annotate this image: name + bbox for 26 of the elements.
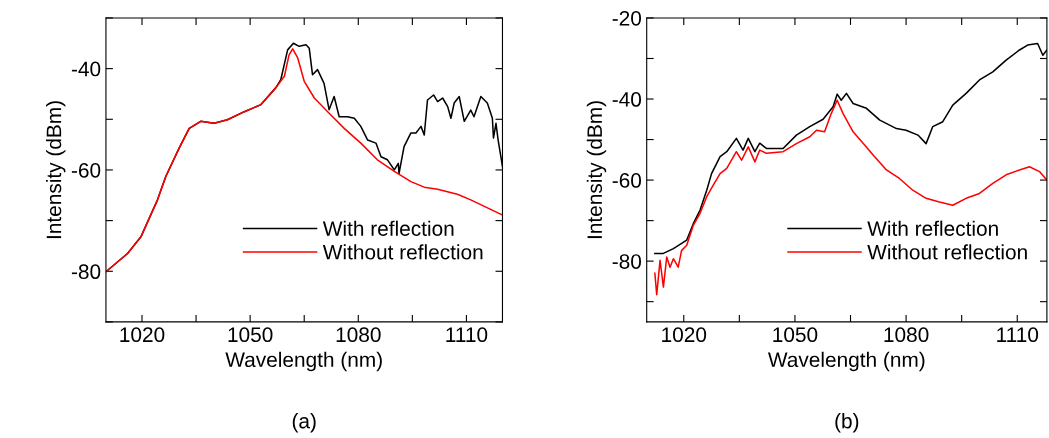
y-tick-label: -40 (612, 92, 642, 107)
y-tick-label: -80 (612, 254, 642, 269)
y-tick-label: -20 (612, 10, 642, 26)
x-tick-label: 1050 (773, 327, 818, 343)
legend-label: Without reflection (867, 244, 1027, 260)
x-tick-label: 1050 (228, 327, 273, 343)
x-axis-title: Wavelength (nm) (225, 351, 382, 372)
x-axis-title: Wavelength (nm) (767, 351, 925, 372)
text: (a) (292, 413, 316, 433)
y-tick-label: -60 (612, 173, 642, 188)
x-tick-label: 1080 (884, 327, 929, 343)
y-tick-label: -40 (71, 61, 101, 77)
x-tick-label: 1020 (662, 327, 707, 343)
y-axis-title: Intensity (dBm) (46, 101, 66, 239)
y-tick-label: -60 (71, 162, 101, 178)
y-tick-label: -80 (71, 264, 101, 280)
x-tick-label: 1080 (336, 327, 381, 343)
legend-label: With reflection (322, 220, 454, 236)
x-tick-label: 1110 (997, 327, 1039, 343)
legend-label: With reflection (867, 220, 998, 236)
y-axis-title: Intensity (dBm) (586, 101, 607, 239)
line-series (654, 99, 1047, 296)
text: (b) (835, 413, 859, 433)
x-tick-label: 1110 (446, 327, 488, 343)
x-tick-label: 1020 (120, 327, 165, 343)
legend-label: Without reflection (322, 244, 483, 260)
